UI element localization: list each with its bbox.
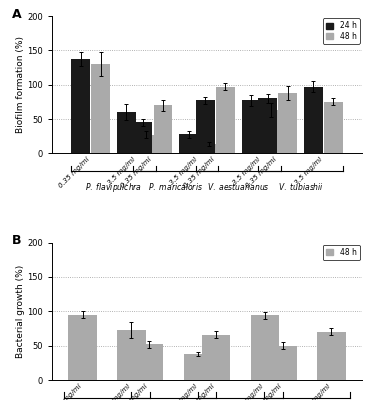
Bar xyxy=(68,315,97,380)
Bar xyxy=(202,335,230,380)
Bar xyxy=(242,100,260,153)
Bar xyxy=(91,64,110,153)
Bar xyxy=(269,346,297,380)
Bar xyxy=(216,87,235,153)
Bar xyxy=(261,110,280,153)
Bar xyxy=(184,354,212,380)
Bar xyxy=(135,344,163,380)
Y-axis label: Bacterial growth (%): Bacterial growth (%) xyxy=(16,265,25,358)
Legend: 24 h, 48 h: 24 h, 48 h xyxy=(323,18,360,44)
Bar xyxy=(251,316,279,380)
Bar xyxy=(324,102,343,153)
Bar xyxy=(304,87,323,153)
Bar xyxy=(117,112,136,153)
Text: A: A xyxy=(12,8,22,21)
Text: $\it{V.}$ $\it{tubiashii}$: $\it{V.}$ $\it{tubiashii}$ xyxy=(278,181,323,192)
Legend: 48 h: 48 h xyxy=(323,245,360,260)
Bar xyxy=(137,135,156,153)
Bar xyxy=(196,100,215,153)
Text: $\it{P.}$ $\it{flavipulchra}$: $\it{P.}$ $\it{flavipulchra}$ xyxy=(85,181,142,194)
Bar xyxy=(154,105,172,153)
Text: $\it{V.}$ $\it{aestuarianus}$: $\it{V.}$ $\it{aestuarianus}$ xyxy=(207,181,270,192)
Y-axis label: Biofilm formation (%): Biofilm formation (%) xyxy=(16,36,25,133)
Bar xyxy=(179,134,198,153)
Bar xyxy=(134,122,153,153)
Bar xyxy=(258,98,277,153)
Bar xyxy=(278,93,297,153)
Text: B: B xyxy=(12,234,22,247)
Bar xyxy=(71,59,90,153)
Text: $\it{P.}$ $\it{maricaloris}$: $\it{P.}$ $\it{maricaloris}$ xyxy=(148,181,203,192)
Bar xyxy=(117,330,145,380)
Bar xyxy=(199,144,218,153)
Bar xyxy=(317,332,346,380)
